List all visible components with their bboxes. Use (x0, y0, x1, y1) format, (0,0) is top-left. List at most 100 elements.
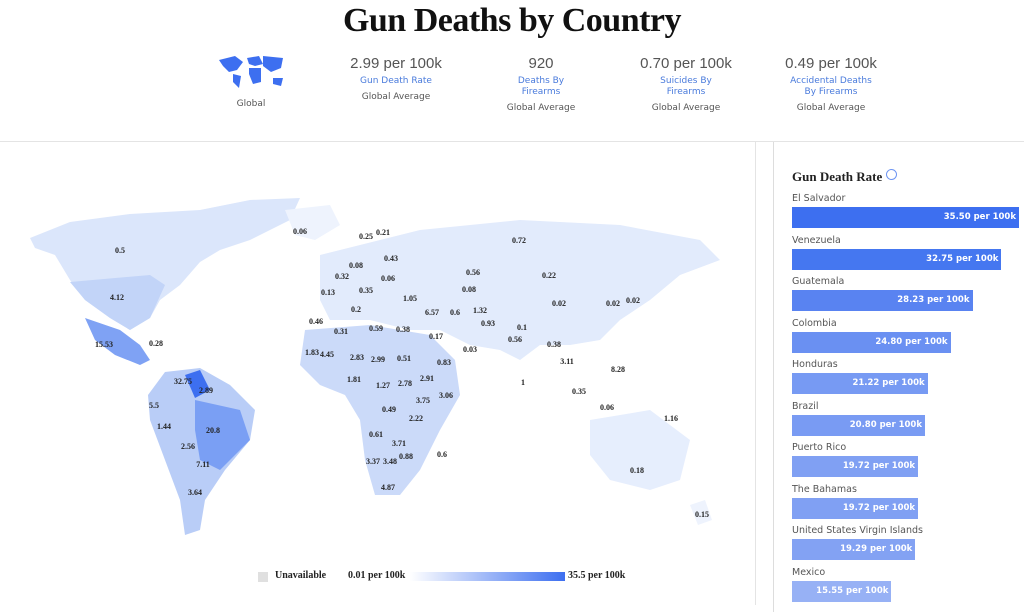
map-value-label: 0.83 (437, 358, 451, 367)
bar: 21.22 per 100k (792, 373, 928, 394)
map-value-label: 3.11 (560, 357, 574, 366)
map-value-label: 0.93 (481, 319, 495, 328)
bar-value-label: 28.23 per 100k (897, 295, 970, 305)
map-value-label: 7.11 (196, 460, 210, 469)
bar-value-label: 19.72 per 100k (842, 502, 916, 513)
map-value-label: 1.81 (347, 375, 361, 384)
map-legend: Unavailable 0.01 per 100k 35.5 per 100k (258, 570, 658, 584)
map-value-label: 3.48 (383, 457, 397, 466)
bar-value-label: 35.50 per 100k (943, 212, 1016, 222)
stat-value: 0.70 per 100k (640, 55, 732, 72)
bar-value-label: 21.22 per 100k (852, 378, 925, 388)
map-value-label: 32.75 (174, 377, 192, 386)
bar: 15.55 per 100k (792, 580, 892, 602)
stat-label: Gun Death Rate (360, 76, 432, 86)
bar: 32.75 per 100k (792, 248, 1002, 270)
unavailable-swatch (258, 572, 268, 582)
stat-label: Deaths By Firearms (517, 76, 565, 97)
page-title: Gun Deaths by Country (342, 2, 682, 39)
map-value-label: 1.44 (157, 422, 171, 431)
bar: 19.72 per 100k (792, 456, 919, 477)
map-value-label: 0.46 (309, 317, 323, 326)
map-value-label: 1 (521, 378, 525, 387)
global-selector[interactable]: Global (215, 52, 287, 109)
world-map: 0.06 0.210.25 0.720.50.430.080.56 0.220.32 0… (30, 198, 720, 535)
bar-value-label: 19.72 per 100k (842, 461, 916, 471)
legend-gradient (410, 572, 565, 581)
map-value-label: 1.16 (664, 414, 678, 423)
bar-value-label: 15.55 per 100k (816, 585, 889, 596)
stat-value: 2.99 per 100k (350, 55, 442, 72)
map-value-label: 4.12 (110, 293, 124, 302)
map-value-label: 0.08 (349, 261, 363, 270)
bar: 19.72 per 100k (792, 497, 919, 519)
bar-category: Brazil (792, 400, 819, 412)
map-value-label: 0.02 (626, 296, 640, 305)
globe-label: Global (236, 99, 266, 109)
map-value-label: 0.5 (115, 246, 125, 255)
map-value-label: 0.38 (396, 325, 410, 334)
divider (0, 141, 1024, 142)
map-value-label: 1.05 (403, 294, 417, 303)
map-value-label: 3.64 (188, 488, 202, 497)
stat-scope: Global Average (361, 92, 431, 102)
map-value-label: 2.89 (199, 386, 213, 395)
map-value-label: 3.37 (366, 457, 380, 466)
map-value-label: 0.49 (382, 405, 396, 414)
bar-category: El Salvador (792, 193, 846, 204)
bar-category: Puerto Rico (792, 442, 847, 453)
map-value-label: 0.02 (552, 299, 566, 308)
map-value-label: 4.45 (320, 350, 334, 359)
map-value-label: 0.59 (369, 324, 383, 333)
map-value-label: 0.06 (381, 274, 395, 283)
map-value-label: 0.2 (351, 305, 361, 314)
bar-value-label: 32.75 per 100k (926, 253, 999, 264)
map-value-label: 2.91 (420, 374, 434, 383)
map-value-label: 0.18 (630, 466, 644, 475)
map-value-label: 0.06 (600, 403, 614, 412)
map-value-label: 20.8 (206, 426, 220, 435)
map-value-label: 0.17 (429, 332, 443, 341)
map-value-label: 0.21 (376, 228, 390, 237)
map-value-label: 0.1 (517, 323, 527, 332)
map-value-label: 0.35 (359, 286, 373, 295)
map-value-label: 0.51 (397, 354, 411, 363)
stat: 920 Deaths By Firearms Global Average (476, 55, 606, 113)
map-value-label: 3.75 (416, 396, 430, 405)
panel-title: Gun Death Rate (792, 169, 897, 185)
stat: 0.70 per 100k Suicides By Firearms Global … (621, 55, 751, 113)
bar-value-label: 19.29 per 100k (840, 544, 913, 554)
map-value-label: 5.5 (149, 401, 159, 410)
map-value-label: 0.22 (542, 271, 556, 280)
bar-value-label: 20.80 per 100k (849, 419, 922, 430)
map-value-label: 0.15 (695, 510, 709, 519)
bar-category: Venezuela (792, 234, 841, 246)
stat-label: Accidental Deaths By Firearms (790, 76, 872, 97)
legend-max: 35.5 per 100k (568, 570, 626, 581)
map-value-label: 0.72 (512, 236, 526, 245)
bar: 28.23 per 100k (792, 290, 973, 311)
bar-category: Honduras (792, 359, 838, 370)
divider (755, 142, 756, 605)
info-icon[interactable] (885, 169, 897, 180)
map-value-label: 0.28 (149, 339, 163, 348)
map-value-label: 6.57 (425, 308, 439, 317)
map-value-label: 3.71 (392, 439, 406, 448)
map-value-label: 0.61 (369, 430, 383, 439)
bar: 19.29 per 100k (792, 539, 916, 560)
map-value-label: 0.31 (334, 327, 348, 336)
bar-value-label: 24.80 per 100k (875, 336, 948, 347)
map-value-label: 0.43 (384, 254, 398, 263)
map-value-label: 0.6 (437, 450, 447, 459)
bar-category: United States Virgin Islands (792, 525, 923, 536)
stat-scope: Global Average (506, 103, 576, 113)
map-value-label: 0.03 (463, 345, 477, 354)
map-value-label: 0.13 (321, 288, 335, 297)
map-value-label: 0.32 (335, 272, 349, 281)
map-value-label: 0.35 (572, 387, 586, 396)
map-value-label: 4.87 (381, 483, 395, 492)
map-value-label: 8.28 (611, 365, 625, 374)
stat-scope: Global Average (651, 103, 721, 113)
legend-unavailable: Unavailable (275, 570, 327, 581)
map-value-label: 2.22 (409, 414, 423, 423)
